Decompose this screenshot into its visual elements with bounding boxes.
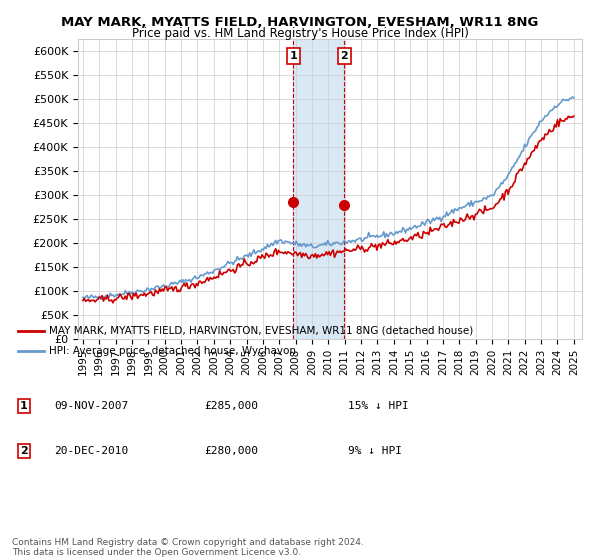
Text: 20-DEC-2010: 20-DEC-2010	[54, 446, 128, 456]
Text: 9% ↓ HPI: 9% ↓ HPI	[348, 446, 402, 456]
Text: MAY MARK, MYATTS FIELD, HARVINGTON, EVESHAM, WR11 8NG: MAY MARK, MYATTS FIELD, HARVINGTON, EVES…	[61, 16, 539, 29]
Text: 2: 2	[20, 446, 28, 456]
Text: 1: 1	[289, 51, 297, 61]
Text: 2: 2	[340, 51, 348, 61]
Text: HPI: Average price, detached house, Wychavon: HPI: Average price, detached house, Wych…	[49, 346, 296, 356]
Text: £280,000: £280,000	[204, 446, 258, 456]
Text: Price paid vs. HM Land Registry's House Price Index (HPI): Price paid vs. HM Land Registry's House …	[131, 27, 469, 40]
Bar	[293, 39, 344, 339]
Text: MAY MARK, MYATTS FIELD, HARVINGTON, EVESHAM, WR11 8NG (detached house): MAY MARK, MYATTS FIELD, HARVINGTON, EVES…	[49, 326, 473, 336]
Text: 15% ↓ HPI: 15% ↓ HPI	[348, 401, 409, 411]
Text: 1: 1	[20, 401, 28, 411]
Text: Contains HM Land Registry data © Crown copyright and database right 2024.
This d: Contains HM Land Registry data © Crown c…	[12, 538, 364, 557]
Text: £285,000: £285,000	[204, 401, 258, 411]
Text: 09-NOV-2007: 09-NOV-2007	[54, 401, 128, 411]
